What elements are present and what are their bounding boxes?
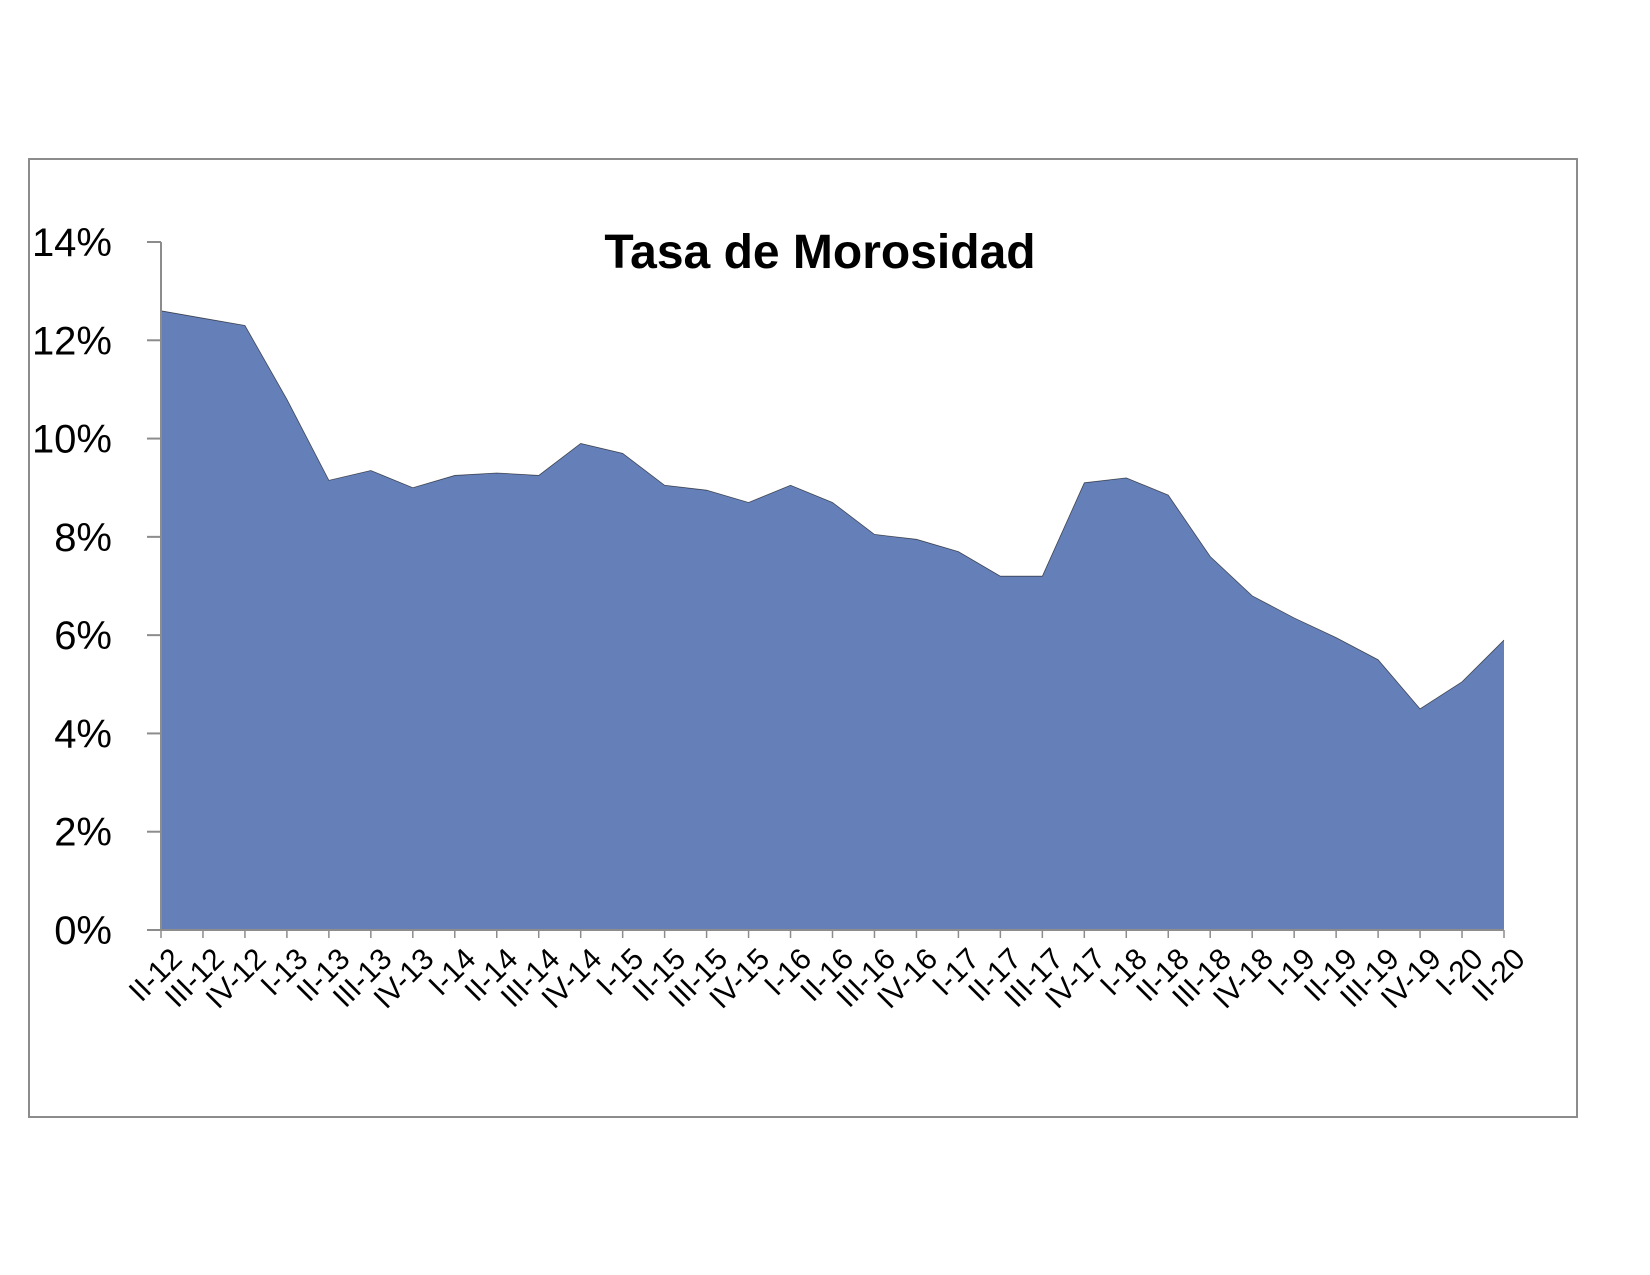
y-tick-label: 14% [32,221,112,265]
y-tick-label: 10% [32,418,112,462]
chart-title: Tasa de Morosidad [604,226,1035,279]
y-tick-label: 6% [54,614,112,658]
x-axis-ticks: II-12III-12IV-12I-13II-13III-13IV-13I-14… [123,930,1532,1015]
y-tick-label: 2% [54,811,112,855]
y-tick-label: 4% [54,712,112,756]
y-tick-label: 8% [54,516,112,560]
y-axis-ticks: 0% 2% 4% 6% 8% 10% 12% 14% [32,221,161,953]
area-layer [160,310,1505,930]
area-series [161,310,1504,930]
y-tick-label: 12% [32,319,112,363]
area-chart: 0% 2% 4% 6% 8% 10% 12% 14% II-12III-12IV-12I-13… [32,221,1532,1015]
area-edge-line [160,310,1505,710]
chart-frame: 0% 2% 4% 6% 8% 10% 12% 14% II-12 III-12 IV-12 I-13… [28,158,1578,1118]
y-tick-label: 0% [54,909,112,953]
